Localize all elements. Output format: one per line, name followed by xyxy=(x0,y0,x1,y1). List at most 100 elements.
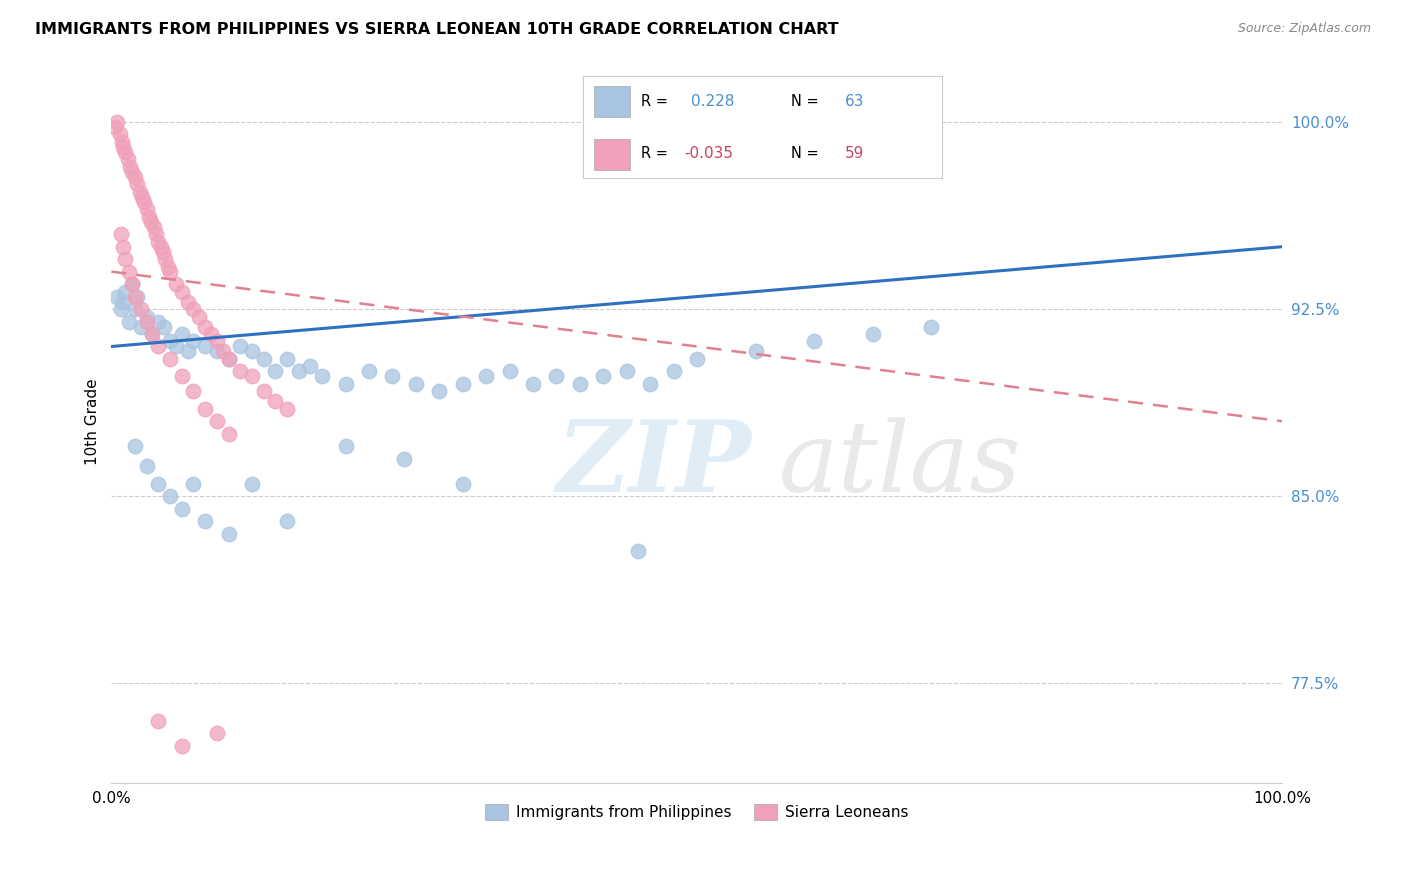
Point xyxy=(205,344,228,359)
Point xyxy=(148,235,170,249)
Text: Source: ZipAtlas.com: Source: ZipAtlas.com xyxy=(1237,22,1371,36)
Point xyxy=(108,128,131,142)
Point xyxy=(124,289,146,303)
Point xyxy=(194,319,217,334)
Text: 59: 59 xyxy=(845,146,865,161)
Point xyxy=(112,294,135,309)
Point xyxy=(405,376,427,391)
Point xyxy=(110,301,132,316)
Point xyxy=(110,227,132,242)
Bar xyxy=(595,139,630,170)
Point xyxy=(357,364,380,378)
Text: atlas: atlas xyxy=(779,417,1022,512)
Point xyxy=(920,319,942,334)
Point xyxy=(118,265,141,279)
Point xyxy=(135,202,157,217)
Point xyxy=(218,351,240,366)
Point xyxy=(335,439,357,453)
Point xyxy=(194,339,217,353)
Point xyxy=(165,277,187,292)
Point xyxy=(276,351,298,366)
Point xyxy=(118,314,141,328)
Point xyxy=(131,190,153,204)
Text: IMMIGRANTS FROM PHILIPPINES VS SIERRA LEONEAN 10TH GRADE CORRELATION CHART: IMMIGRANTS FROM PHILIPPINES VS SIERRA LE… xyxy=(35,22,839,37)
Point xyxy=(121,277,143,292)
Point xyxy=(120,160,142,174)
Point xyxy=(111,135,134,149)
Point xyxy=(183,384,205,399)
Point xyxy=(299,359,322,374)
Point xyxy=(311,369,333,384)
Point xyxy=(135,310,157,324)
Point xyxy=(188,310,211,324)
Point xyxy=(112,140,135,154)
Point xyxy=(803,334,825,349)
Point xyxy=(134,194,156,209)
Point xyxy=(121,277,143,292)
Point xyxy=(744,344,766,359)
Point xyxy=(194,401,217,416)
Legend: Immigrants from Philippines, Sierra Leoneans: Immigrants from Philippines, Sierra Leon… xyxy=(479,797,914,826)
Point xyxy=(121,165,143,179)
Point xyxy=(170,369,193,384)
Point xyxy=(114,145,136,159)
Text: N =: N = xyxy=(792,94,820,109)
Point xyxy=(862,326,884,341)
Point xyxy=(114,252,136,267)
Point xyxy=(662,364,685,378)
Point xyxy=(451,476,474,491)
Point xyxy=(170,326,193,341)
Point xyxy=(451,376,474,391)
Point xyxy=(522,376,544,391)
Point xyxy=(170,501,193,516)
Point xyxy=(211,344,233,359)
Point xyxy=(183,476,205,491)
Point xyxy=(141,326,163,341)
Text: N =: N = xyxy=(792,146,820,161)
Point xyxy=(229,339,252,353)
Point xyxy=(114,285,136,299)
Point xyxy=(148,714,170,728)
Point xyxy=(427,384,450,399)
Point xyxy=(638,376,661,391)
Point xyxy=(176,344,198,359)
Point xyxy=(200,326,222,341)
Point xyxy=(253,384,276,399)
Point xyxy=(104,120,127,134)
Point xyxy=(276,514,298,528)
Point xyxy=(205,334,228,349)
Point xyxy=(156,260,179,274)
Point xyxy=(124,169,146,184)
Point xyxy=(568,376,591,391)
Point xyxy=(205,726,228,740)
Point xyxy=(170,285,193,299)
Point xyxy=(148,314,170,328)
Point xyxy=(218,351,240,366)
Point xyxy=(149,240,172,254)
Point xyxy=(124,439,146,453)
Point xyxy=(253,351,276,366)
Point xyxy=(288,364,311,378)
Point xyxy=(138,210,160,224)
Point xyxy=(155,252,177,267)
Point xyxy=(105,289,128,303)
Point xyxy=(141,215,163,229)
Point xyxy=(381,369,404,384)
Point xyxy=(159,265,181,279)
Point xyxy=(152,244,174,259)
Point xyxy=(159,489,181,503)
Point xyxy=(392,451,415,466)
Point xyxy=(218,426,240,441)
Point xyxy=(183,334,205,349)
Bar xyxy=(595,87,630,117)
Point xyxy=(194,514,217,528)
Point xyxy=(627,544,650,558)
Point xyxy=(229,364,252,378)
Point xyxy=(165,339,187,353)
Point xyxy=(128,185,150,199)
Point xyxy=(127,289,149,303)
Point xyxy=(159,351,181,366)
Point xyxy=(148,339,170,353)
Point xyxy=(335,376,357,391)
Point xyxy=(129,319,152,334)
